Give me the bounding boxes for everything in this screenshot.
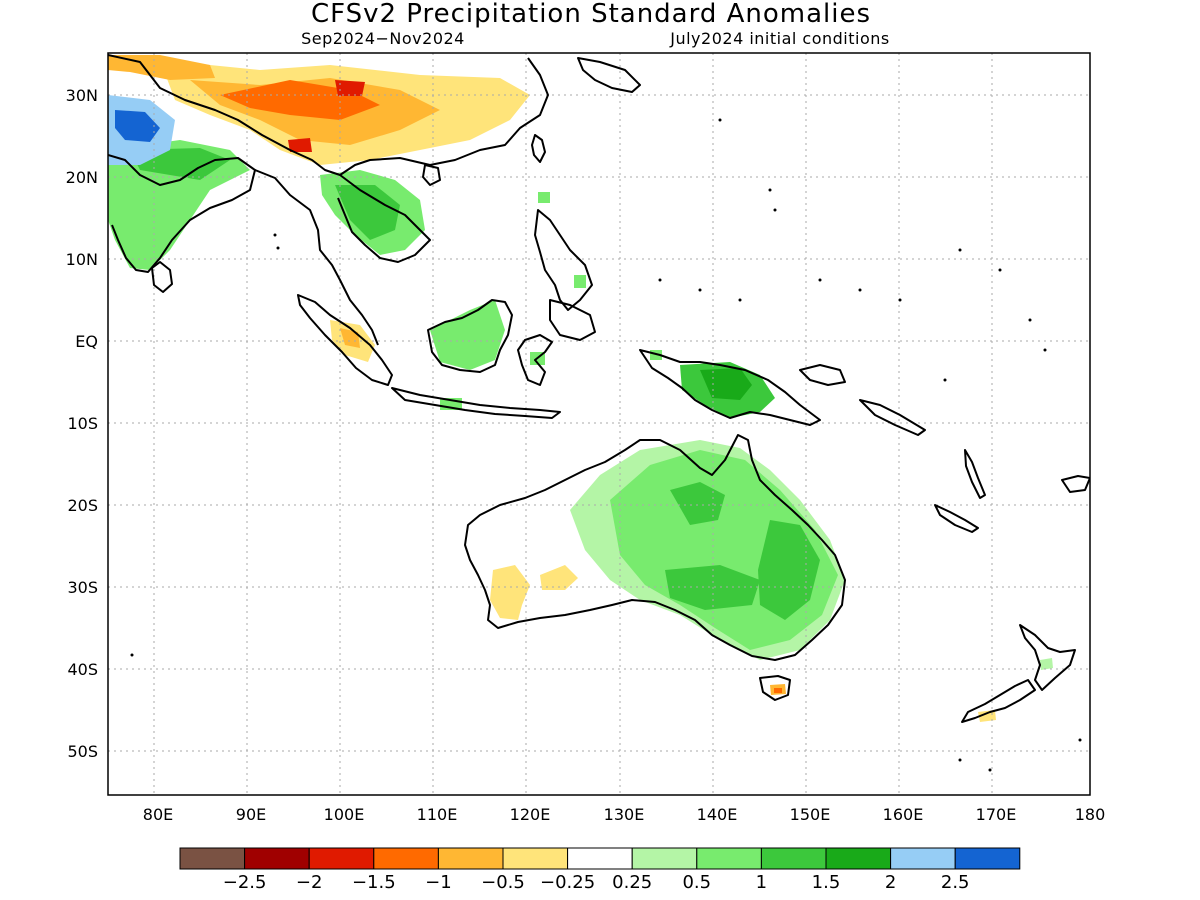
lat-label: 40S <box>67 660 98 679</box>
coast-tasmania <box>759 675 791 701</box>
colorbar-label: −2 <box>296 872 323 893</box>
colorbar-swatch <box>179 847 246 870</box>
map-title: CFSv2 Precipitation Standard Anomalies <box>311 0 871 29</box>
colorbar-label: 2 <box>885 872 896 893</box>
longitude-labels: 80E 90E 100E 110E 120E 130E 140E 150E 16… <box>143 805 1106 824</box>
small-islands <box>130 118 1082 772</box>
colorbar-label: 0.5 <box>682 872 711 893</box>
colorbar-swatch <box>308 847 375 870</box>
colorbar-swatch <box>244 847 310 870</box>
colorbar-swatch <box>502 847 569 870</box>
shade-aus-dry-west <box>490 565 530 620</box>
shade-india-wet <box>108 140 250 270</box>
coast-srilanka <box>151 261 173 293</box>
coast-indochina <box>337 174 431 263</box>
shade-yunnan-dry-strong <box>288 138 312 152</box>
colorbar-swatch <box>567 847 633 870</box>
lat-label: 30N <box>66 86 98 105</box>
colorbar-label: −1.5 <box>352 872 396 893</box>
shade-tasmania-dry-mid <box>774 688 782 693</box>
colorbar-swatch <box>631 847 698 870</box>
coast-borneo <box>427 299 513 373</box>
coast-myanmar-malay <box>254 169 379 346</box>
lat-label: 10S <box>67 414 98 433</box>
lon-label: 100E <box>324 805 365 824</box>
colorbar-swatch <box>890 847 956 870</box>
lat-label: 20N <box>66 168 98 187</box>
lat-label: 50S <box>67 742 98 761</box>
lon-label: 170E <box>976 805 1017 824</box>
colorbar-swatch <box>954 847 1021 870</box>
colorbar-label: 2.5 <box>941 872 970 893</box>
shade-taiwan-wet <box>538 192 550 203</box>
colorbar-label: −0.25 <box>540 872 595 893</box>
lat-label: EQ <box>75 332 98 351</box>
colorbar-label: 1 <box>756 872 767 893</box>
shade-png-wet-strong <box>700 368 752 400</box>
colorbar-swatch <box>373 847 439 870</box>
shade-nz-wet <box>1040 658 1053 670</box>
coast-solomons <box>859 399 926 436</box>
coast-nz-north <box>1019 624 1076 691</box>
shade-indochina-wet-mid <box>335 185 400 240</box>
coast-taiwan <box>531 134 546 163</box>
lon-label: 110E <box>417 805 458 824</box>
shade-aus-wet-mid-north <box>670 482 725 525</box>
lat-label: 20S <box>67 496 98 515</box>
map-frame <box>107 52 1091 796</box>
shade-china-dry-strong <box>335 80 365 96</box>
colorbar-swatch <box>696 847 762 870</box>
season-label: Sep2024−Nov2024 <box>301 29 465 48</box>
lat-label: 10N <box>66 250 98 269</box>
coast-new-britain <box>799 364 846 386</box>
coast-australia <box>464 434 846 661</box>
coast-hainan <box>422 164 441 186</box>
lon-label: 150E <box>790 805 831 824</box>
coast-sumatra <box>297 294 393 386</box>
shade-aus-wet-mid-east <box>758 520 820 620</box>
shade-philippines-wet <box>574 275 586 288</box>
graticule <box>108 53 1090 795</box>
shade-tibet-blue <box>115 110 160 142</box>
colorbar-swatch <box>437 847 504 870</box>
map-area <box>108 53 1090 795</box>
colorbar-label: 0.25 <box>612 872 652 893</box>
colorbar-label: 1.5 <box>812 872 841 893</box>
coast-vanuatu <box>964 449 986 499</box>
latitude-labels: 30N 20N 10N EQ 10S 20S 30S 40S 50S <box>66 86 98 761</box>
coast-sulawesi <box>517 334 553 386</box>
colorbar-label: −1 <box>425 872 452 893</box>
lon-label: 180 <box>1075 805 1106 824</box>
lat-label: 30S <box>67 578 98 597</box>
coast-new-guinea <box>639 349 821 426</box>
colorbar-swatch <box>825 847 892 870</box>
shade-borneo-wet <box>430 300 505 370</box>
colorbar-label: −2.5 <box>223 872 267 893</box>
lon-label: 120E <box>510 805 551 824</box>
lon-label: 130E <box>604 805 645 824</box>
coast-fiji <box>1061 475 1090 493</box>
colorbar <box>179 847 1021 870</box>
coast-java <box>391 387 561 419</box>
lon-label: 80E <box>143 805 173 824</box>
coast-japan <box>577 57 641 93</box>
colorbar-label: −0.5 <box>481 872 525 893</box>
shade-aus-dry-south <box>540 565 578 590</box>
coast-asia-mainland <box>108 54 549 176</box>
lon-label: 160E <box>883 805 924 824</box>
lon-label: 140E <box>697 805 738 824</box>
colorbar-swatch <box>760 847 827 870</box>
coastlines <box>108 54 1090 723</box>
initial-conditions-label: July2024 initial conditions <box>669 29 889 48</box>
coast-nz-south <box>961 679 1036 723</box>
coast-new-caledonia <box>934 504 979 533</box>
coast-mindanao <box>549 299 596 341</box>
coast-philippines <box>534 209 593 311</box>
colorbar-labels: −2.5 −2 −1.5 −1 −0.5 −0.25 0.25 0.5 1 1.5 2 2.5 <box>223 872 970 893</box>
coast-india <box>108 154 256 273</box>
lon-label: 90E <box>236 805 266 824</box>
